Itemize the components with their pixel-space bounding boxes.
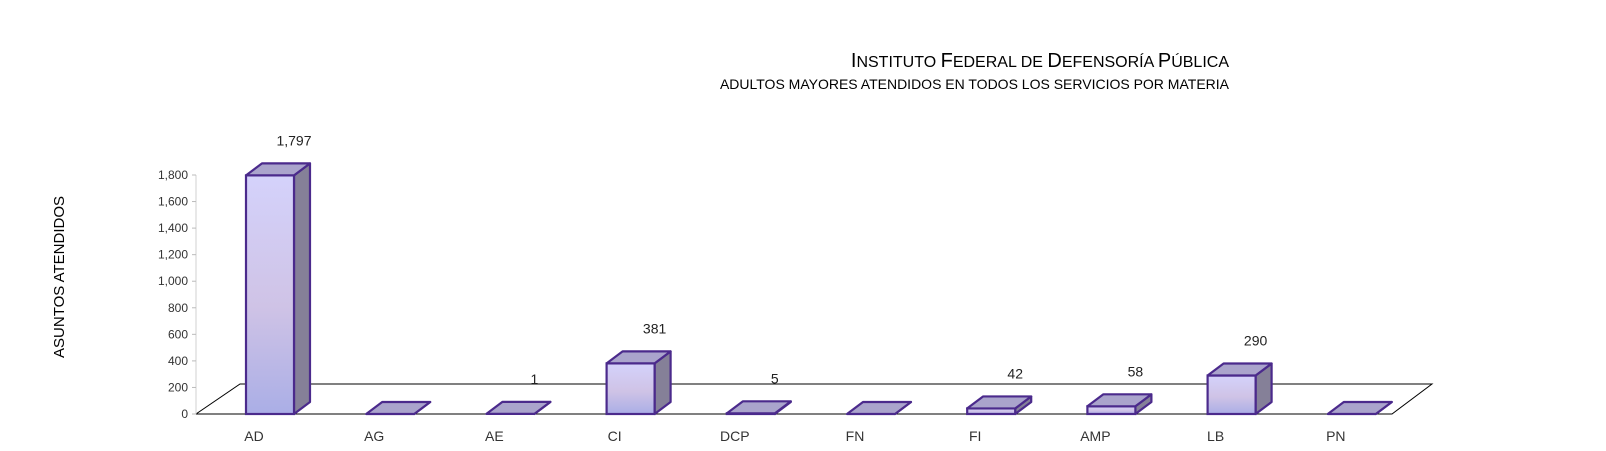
- bar-top: [1326, 400, 1393, 416]
- bar-front: [605, 362, 656, 416]
- bar-ci: [605, 350, 672, 416]
- y-tick-label: 200: [168, 380, 188, 394]
- bar-top: [1086, 393, 1153, 408]
- x-tick-label: FN: [846, 428, 865, 444]
- bar-fn: [845, 400, 913, 416]
- x-tick-label: AMP: [1080, 428, 1110, 444]
- bar-pn: [1326, 400, 1393, 416]
- x-tick-label: CI: [608, 428, 622, 444]
- bar-top: [725, 400, 792, 415]
- bar-front: [1206, 374, 1257, 416]
- y-axis: 0 200 400 600 800 1,000 1,200 1,400 1,600 1,800: [158, 168, 197, 421]
- bars: [244, 162, 1393, 416]
- x-tick-label: DCP: [720, 428, 750, 444]
- title-rest: EFENSORÍA: [1062, 52, 1158, 71]
- title-rest: NSTITUTO: [856, 54, 940, 71]
- bar-top: [1206, 362, 1273, 377]
- x-tick-label: LB: [1207, 428, 1224, 444]
- y-tick-label: 1,200: [158, 248, 188, 262]
- data-label: 1,797: [276, 132, 311, 148]
- title-initial: F: [941, 50, 953, 72]
- title-rest: EDERAL DE: [953, 54, 1048, 71]
- bar-side: [292, 162, 312, 416]
- data-label: 58: [1128, 363, 1144, 379]
- title-initial: D: [1047, 50, 1061, 72]
- x-tick-label: AD: [244, 428, 263, 444]
- y-axis-label: ASUNTOS ATENDIDOS: [51, 196, 68, 358]
- bar-fi: [966, 395, 1033, 416]
- data-label: 290: [1244, 332, 1268, 348]
- y-tick-label: 1,000: [158, 274, 188, 288]
- x-tick-label: PN: [1326, 428, 1345, 444]
- bar-dcp: [725, 400, 792, 416]
- y-tick-label: 400: [168, 354, 188, 368]
- bar-top: [365, 400, 432, 416]
- y-tick-label: 1,400: [158, 221, 188, 235]
- y-tick-label: 1,800: [158, 168, 188, 182]
- bar-top: [966, 395, 1033, 410]
- bar-front: [244, 174, 296, 416]
- title-initial: I: [851, 50, 857, 72]
- y-tick-label: 800: [168, 301, 188, 315]
- x-axis-ticks: AD AG AE CI DCP FN FI AMP LB PN: [244, 428, 1345, 444]
- data-label: 1: [531, 371, 539, 387]
- bar-top: [845, 400, 913, 416]
- y-tick-label: 600: [168, 327, 188, 341]
- bar-top: [244, 162, 312, 177]
- bar-ad: [244, 162, 312, 416]
- bar-amp: [1086, 393, 1153, 416]
- data-labels: 1,797 1 381 5 42 58 290: [276, 132, 1267, 386]
- title-rest: ÚBLICA: [1171, 52, 1229, 71]
- bar-top: [605, 350, 672, 365]
- bar-ag: [365, 400, 432, 416]
- chart-subtitle: ADULTOS MAYORES ATENDIDOS EN TODOS LOS S…: [720, 76, 1230, 92]
- bar-lb: [1206, 362, 1273, 416]
- chart-title: INSTITUTO FEDERAL DE DEFENSORÍA PÚBLICA: [851, 50, 1229, 72]
- bar-top: [485, 400, 552, 415]
- data-label: 42: [1007, 365, 1023, 381]
- data-label: 5: [771, 370, 779, 386]
- x-tick-label: AE: [485, 428, 504, 444]
- title-initial: P: [1158, 50, 1171, 72]
- x-tick-label: AG: [364, 428, 384, 444]
- data-label: 381: [643, 320, 667, 336]
- x-tick-label: FI: [969, 428, 981, 444]
- bar-ae: [485, 400, 552, 416]
- bar-front: [1086, 405, 1137, 416]
- y-tick-label: 0: [181, 407, 188, 421]
- y-tick-label: 1,600: [158, 195, 188, 209]
